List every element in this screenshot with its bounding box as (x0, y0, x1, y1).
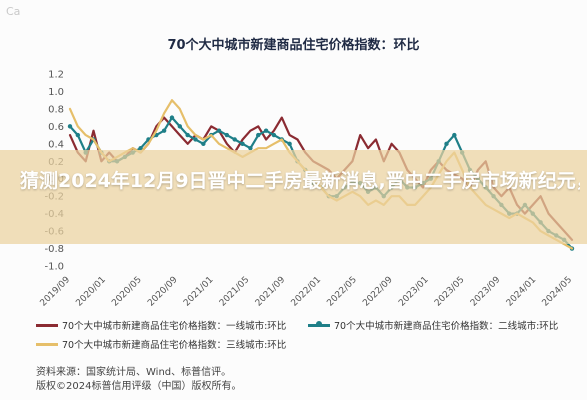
series-point-2 (216, 128, 222, 133)
series-point-2 (256, 132, 261, 138)
series-point-2 (193, 137, 198, 142)
series-point-2 (177, 124, 183, 129)
x-tick-label: 2023/09 (469, 275, 503, 309)
chart-title: 70个大中城市新建商品住宅价格指数：环比 (167, 38, 420, 53)
series-point-2 (240, 141, 245, 147)
x-tick-label: 2020/01 (74, 275, 108, 309)
legend-label-tier2: 70个大中城市新建商品住宅价格指数：二线城市:环比 (334, 321, 559, 332)
series-point-2 (444, 141, 449, 147)
series-point-2 (452, 132, 457, 138)
series-point-2 (232, 137, 237, 142)
x-tick-label: 2022/05 (325, 275, 359, 309)
series-point-2 (263, 128, 269, 133)
watermark-text: Ca (6, 5, 21, 18)
series-point-2 (138, 145, 143, 151)
source-line-2: 版权©2024标普信用评级（中国）版权所有。 (36, 381, 242, 392)
y-tick-label: 1.0 (48, 87, 64, 98)
series-point-2 (287, 141, 292, 147)
series-point-2 (67, 124, 73, 129)
x-tick-label: 2020/05 (110, 275, 144, 309)
legend-label-tier3: 70个大中城市新建商品住宅价格指数：三线城市:环比 (62, 340, 287, 351)
x-tick-label: 2024/01 (505, 275, 539, 309)
legend-item-tier1: 70个大中城市新建商品住宅价格指数：一线城市:环比 (36, 318, 286, 332)
source-note: 资料来源：国家统计局、Wind、标普信评。 版权©2024标普信用评级（中国）版… (36, 366, 241, 394)
y-tick-label: 0.4 (48, 139, 64, 150)
y-tick-label: -1.0 (44, 262, 64, 273)
series-point-2 (271, 132, 277, 138)
x-tick-label: 2022/09 (361, 275, 395, 309)
headline-text[interactable]: 猜测2024年12月9日晋中二手房最新消息,晋中二手房市场新纪元，智能预 (20, 170, 580, 192)
legend-item-tier2: 70个大中城市新建商品住宅价格指数：二线城市:环比 (308, 318, 558, 332)
legend-swatch-tier1 (36, 323, 58, 327)
legend-swatch-tier2 (308, 320, 330, 327)
series-point-2 (201, 141, 206, 147)
y-tick-label: -0.8 (44, 244, 64, 255)
series-point-2 (161, 128, 167, 133)
x-tick-label: 2022/01 (290, 275, 324, 309)
x-tick-label: 2021/01 (182, 275, 216, 309)
line-chart: 1.21.00.80.60.40.20.0-0.2-0.4-0.6-0.8-1.… (39, 70, 575, 309)
legend-item-tier3: 70个大中城市新建商品住宅价格指数：三线城市:环比 (36, 337, 286, 351)
x-tick-label: 2021/09 (254, 275, 288, 309)
series-point-2 (169, 115, 175, 120)
x-tick-label: 2023/05 (433, 275, 467, 309)
x-tick-label: 2024/05 (541, 275, 575, 309)
x-tick-label: 2020/09 (146, 275, 180, 309)
series-point-2 (75, 132, 81, 138)
x-tick-label: 2021/05 (218, 275, 252, 309)
x-tick-label: 2019/09 (39, 275, 73, 309)
y-tick-label: 0.8 (48, 104, 64, 115)
x-tick-label: 2023/01 (397, 275, 431, 309)
headline-banner (0, 150, 587, 244)
series-point-2 (224, 132, 230, 138)
source-line-1: 资料来源：国家统计局、Wind、标普信评。 (36, 367, 232, 378)
series-point-2 (248, 145, 253, 151)
legend-label-tier1: 70个大中城市新建商品住宅价格指数：一线城市:环比 (62, 321, 287, 332)
y-tick-label: 0.6 (48, 122, 64, 133)
y-tick-label: 1.2 (48, 70, 64, 81)
legend-swatch-tier3 (36, 342, 58, 346)
series-point-2 (185, 132, 190, 138)
